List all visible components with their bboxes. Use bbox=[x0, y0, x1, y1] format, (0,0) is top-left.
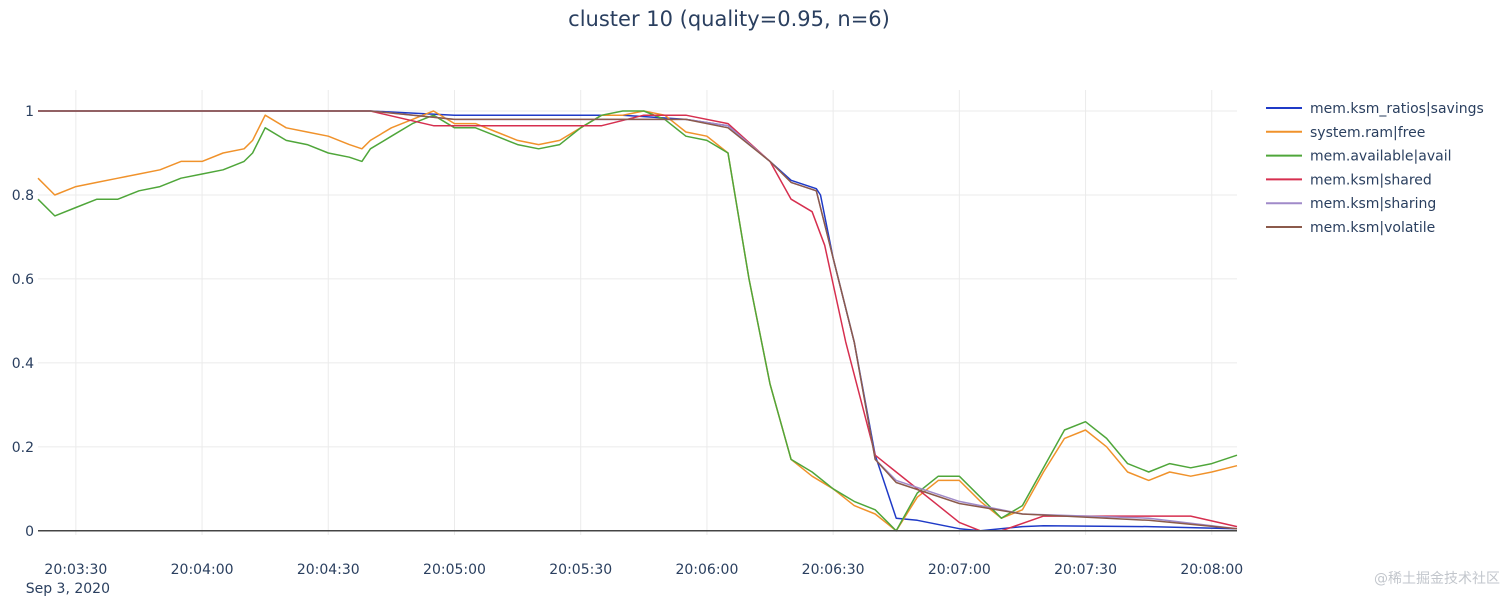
series-line-2 bbox=[37, 110, 1238, 532]
legend-label: mem.ksm|volatile bbox=[1310, 220, 1435, 236]
x-tick-label: 20:06:30 bbox=[802, 562, 865, 578]
x-tick-label: 20:04:00 bbox=[171, 562, 234, 578]
grid bbox=[38, 90, 1237, 535]
legend-label: mem.ksm|shared bbox=[1310, 172, 1432, 188]
chart-title: cluster 10 (quality=0.95, n=6) bbox=[568, 7, 890, 31]
legend-item[interactable]: mem.ksm|sharing bbox=[1266, 196, 1436, 212]
x-tick-label: 20:04:30 bbox=[297, 562, 360, 578]
series-line-0 bbox=[38, 110, 1238, 532]
legend-item[interactable]: system.ram|free bbox=[1266, 125, 1425, 141]
legend-item[interactable]: mem.ksm|volatile bbox=[1266, 220, 1435, 236]
legend-label: mem.available|avail bbox=[1310, 149, 1451, 165]
x-tick-label: 20:08:00 bbox=[1180, 562, 1243, 578]
x-date-label: Sep 3, 2020 bbox=[26, 581, 110, 597]
legend-label: mem.ksm_ratios|savings bbox=[1310, 101, 1484, 117]
x-tick-label: 20:07:00 bbox=[928, 562, 991, 578]
x-tick-label: 20:05:00 bbox=[423, 562, 486, 578]
y-tick-label: 0.2 bbox=[12, 440, 34, 456]
y-tick-label: 0.6 bbox=[12, 272, 34, 288]
y-tick-label: 0.4 bbox=[12, 356, 34, 372]
watermark: @稀土掘金技术社区 bbox=[1374, 571, 1500, 587]
legend[interactable]: mem.ksm_ratios|savings system.ram|free mem… bbox=[1266, 101, 1484, 236]
legend-item[interactable]: mem.available|avail bbox=[1266, 149, 1451, 165]
series-line-4 bbox=[38, 110, 1238, 530]
series-line-5 bbox=[38, 110, 1238, 530]
series-line-1 bbox=[37, 110, 1238, 532]
x-axis: 20:03:30 20:04:00 20:04:30 20:05:00 20:05:30… bbox=[26, 562, 1243, 597]
y-tick-label: 0.8 bbox=[12, 188, 34, 204]
x-tick-label: 20:05:30 bbox=[549, 562, 612, 578]
x-tick-label: 20:07:30 bbox=[1054, 562, 1117, 578]
y-axis: 0 0.2 0.4 0.6 0.8 1 bbox=[12, 104, 1237, 540]
series-layer bbox=[37, 110, 1238, 532]
legend-label: mem.ksm|sharing bbox=[1310, 196, 1436, 212]
series-line-3 bbox=[38, 110, 1238, 532]
legend-item[interactable]: mem.ksm_ratios|savings bbox=[1266, 101, 1484, 117]
legend-label: system.ram|free bbox=[1310, 125, 1425, 141]
legend-item[interactable]: mem.ksm|shared bbox=[1266, 172, 1432, 188]
y-tick-label: 1 bbox=[25, 104, 34, 120]
x-tick-label: 20:03:30 bbox=[44, 562, 107, 578]
x-tick-label: 20:06:00 bbox=[675, 562, 738, 578]
y-tick-label: 0 bbox=[25, 524, 34, 540]
